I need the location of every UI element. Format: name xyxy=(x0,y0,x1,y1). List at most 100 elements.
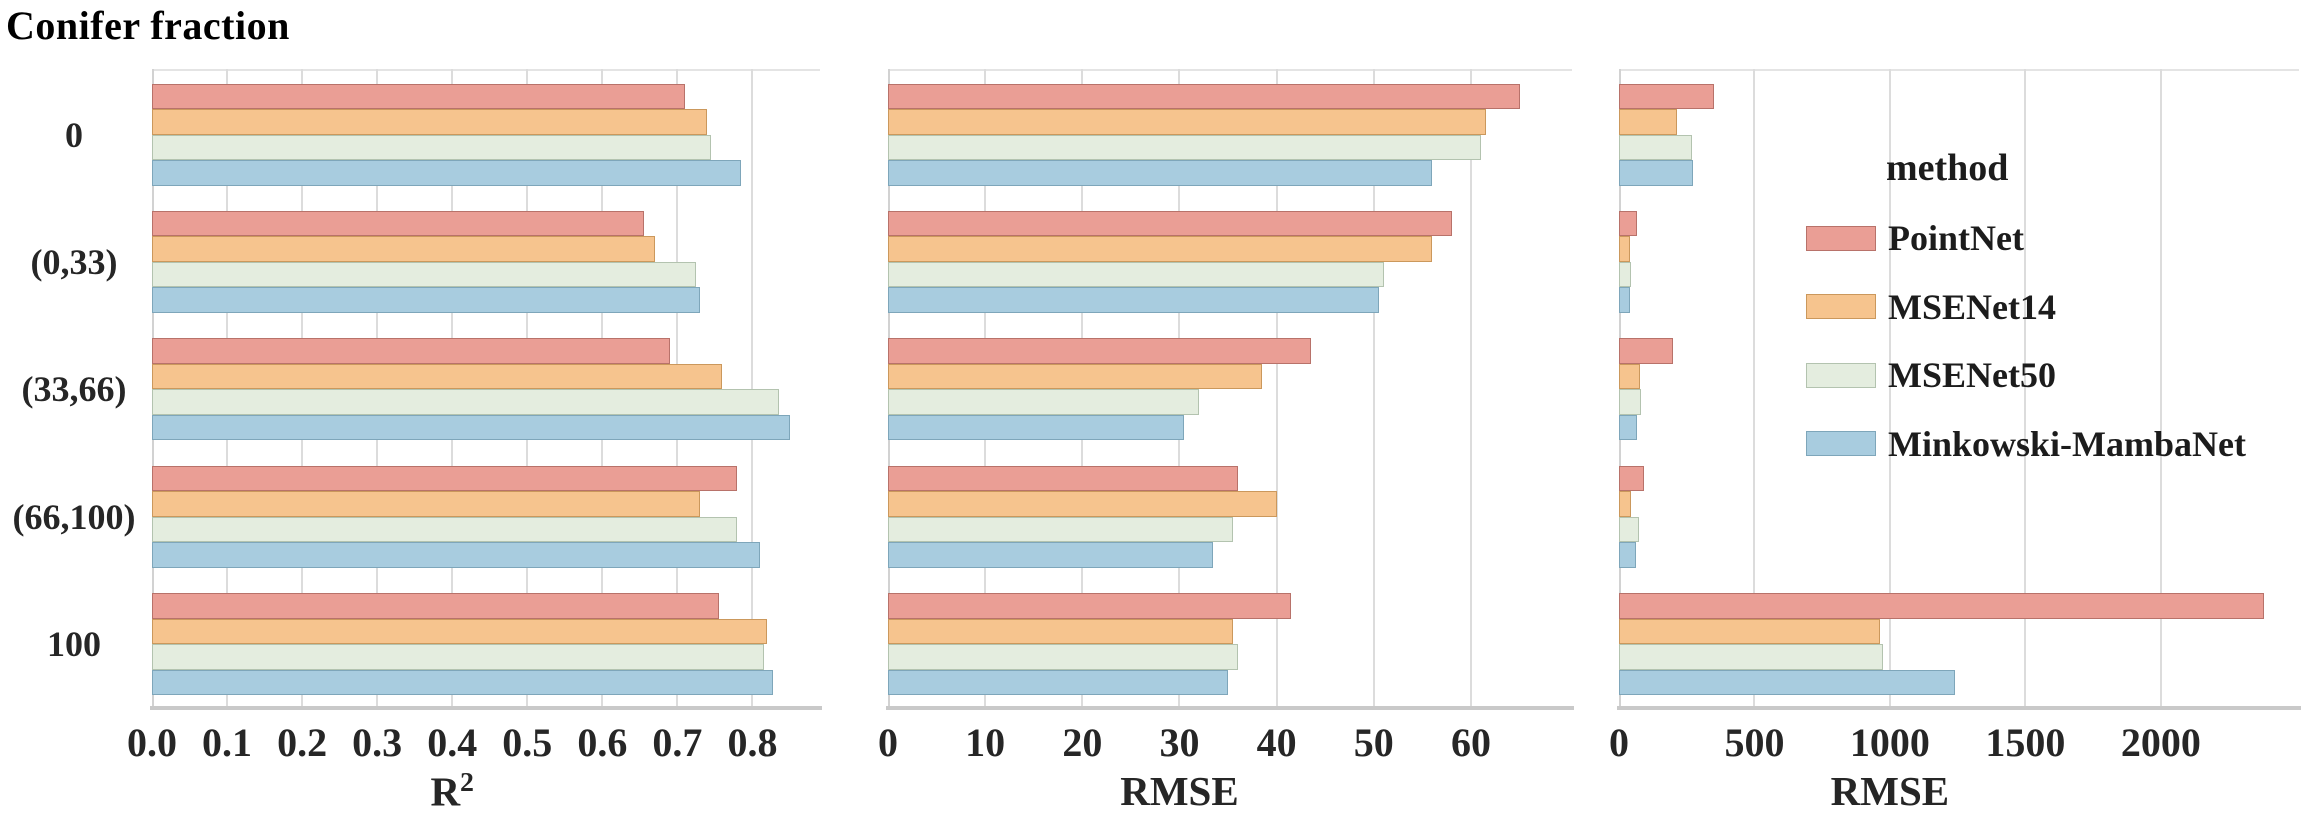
top-spine xyxy=(1619,69,2299,71)
bar-msenet14 xyxy=(1619,109,1678,135)
bar-msenet50 xyxy=(888,516,1233,543)
grid-line xyxy=(1888,69,1891,706)
x-tick-label: 0.7 xyxy=(652,720,703,765)
x-tick-label: 0 xyxy=(878,720,898,765)
grid-line xyxy=(1469,69,1472,706)
bar-minkowski-mambanet xyxy=(152,542,760,568)
y-tick-label: 0 xyxy=(65,114,83,155)
bar-pointnet xyxy=(152,83,685,109)
bar-msenet14 xyxy=(1619,236,1631,262)
x-axis-title: RMSE xyxy=(1120,768,1239,814)
bar-msenet14 xyxy=(152,491,700,517)
bottom-spine xyxy=(150,706,822,710)
legend-entry: PointNet xyxy=(1806,213,2024,263)
top-spine xyxy=(152,69,820,71)
bar-msenet50 xyxy=(1619,389,1641,415)
legend-entry-label: MSENet14 xyxy=(1888,286,2056,327)
x-tick-label: 0.4 xyxy=(427,720,478,765)
bar-msenet50 xyxy=(888,644,1238,670)
bar-msenet14 xyxy=(888,363,1263,390)
bar-msenet14 xyxy=(152,618,768,645)
bottom-spine xyxy=(1617,706,2301,710)
x-tick-label: 1500 xyxy=(1985,720,2066,765)
bar-msenet14 xyxy=(1619,491,1632,517)
y-tick-label: (0,33) xyxy=(30,241,118,282)
x-tick-label: 40 xyxy=(1256,720,1297,765)
legend-entry-label: Minkowski-MambaNet xyxy=(1888,423,2246,464)
x-tick-label: 10 xyxy=(965,720,1006,765)
bar-pointnet xyxy=(152,210,644,237)
x-tick-label: 0.6 xyxy=(577,720,628,765)
bar-pointnet xyxy=(1619,83,1714,109)
bar-minkowski-mambanet xyxy=(888,287,1379,313)
x-tick-label: 0.0 xyxy=(127,720,177,765)
bar-msenet50 xyxy=(1619,134,1693,160)
bar-msenet50 xyxy=(1619,644,1884,670)
axes-panel: 0 10 20 30 40 50 60 RMSE xyxy=(878,69,1574,814)
legend-swatch-msenet14 xyxy=(1806,294,1876,319)
bar-minkowski-mambanet xyxy=(1619,287,1630,313)
x-tick-label: 0.1 xyxy=(202,720,253,765)
legend-entry: Minkowski-MambaNet xyxy=(1806,419,2246,469)
x-tick-label: 60 xyxy=(1450,720,1491,765)
bar-pointnet xyxy=(1619,465,1644,492)
x-axis-title: RMSE xyxy=(1830,768,1950,814)
bar-minkowski-mambanet xyxy=(888,542,1214,568)
bar-pointnet xyxy=(152,465,738,492)
bar-msenet50 xyxy=(888,261,1384,288)
x-tick-label: 2000 xyxy=(2120,720,2201,765)
x-tick-label: 50 xyxy=(1353,720,1394,765)
x-tick-label: 20 xyxy=(1062,720,1103,765)
bar-msenet14 xyxy=(888,236,1433,262)
x-tick-label: 0.5 xyxy=(502,720,553,765)
bar-msenet14 xyxy=(888,618,1233,645)
bottom-spine xyxy=(886,706,1574,710)
top-spine xyxy=(888,69,1572,71)
bar-pointnet xyxy=(152,593,719,619)
y-tick-label: (33,66) xyxy=(21,369,127,410)
y-tick-label: (66,100) xyxy=(12,496,136,537)
bar-msenet50 xyxy=(888,389,1199,415)
grid-line xyxy=(1275,69,1278,706)
bar-msenet50 xyxy=(152,261,697,288)
bar-minkowski-mambanet xyxy=(1619,160,1693,186)
x-tick-label: 30 xyxy=(1159,720,1200,765)
axes-panel: 0.0 0.1 0.2 0.3 0.4 0.5 0.6 0.7 0.8 R2 xyxy=(127,69,822,815)
legend-entry: MSENet50 xyxy=(1806,350,2056,400)
bar-msenet50 xyxy=(152,134,712,160)
bar-minkowski-mambanet xyxy=(1619,669,1955,696)
bar-msenet14 xyxy=(152,236,655,262)
y-tick-label: 100 xyxy=(47,624,101,665)
bar-msenet14 xyxy=(888,109,1486,135)
grid-line xyxy=(751,69,754,706)
bar-minkowski-mambanet xyxy=(888,160,1433,186)
bar-minkowski-mambanet xyxy=(152,414,790,441)
bar-msenet14 xyxy=(1619,363,1641,390)
legend-swatch-pointnet xyxy=(1806,225,1876,251)
grid-line xyxy=(2159,69,2162,706)
x-axis-title: R2 xyxy=(430,767,474,815)
bar-minkowski-mambanet xyxy=(1619,542,1636,568)
bar-pointnet xyxy=(888,210,1452,237)
x-tick-label: 0.3 xyxy=(352,720,403,765)
x-tick-label: 500 xyxy=(1724,720,1785,765)
superscript-2: 2 xyxy=(460,767,474,798)
bar-pointnet xyxy=(1619,210,1637,237)
bar-pointnet xyxy=(888,338,1311,364)
legend-entry-label: PointNet xyxy=(1888,218,2024,258)
legend-title: method xyxy=(1886,147,2009,189)
legend-entry: MSENet14 xyxy=(1806,282,2056,332)
bar-minkowski-mambanet xyxy=(152,287,700,313)
bar-minkowski-mambanet xyxy=(1619,414,1638,441)
grid-line xyxy=(1372,69,1375,706)
bar-msenet50 xyxy=(1619,516,1640,543)
bar-pointnet xyxy=(152,338,670,364)
bar-minkowski-mambanet xyxy=(888,414,1185,441)
bar-msenet14 xyxy=(152,363,723,390)
figure-title: Conifer fraction xyxy=(6,3,290,48)
bar-msenet14 xyxy=(888,491,1277,517)
bar-msenet14 xyxy=(1619,618,1881,645)
legend-swatch-msenet50 xyxy=(1806,362,1876,388)
x-tick-label: 0.2 xyxy=(277,720,328,765)
